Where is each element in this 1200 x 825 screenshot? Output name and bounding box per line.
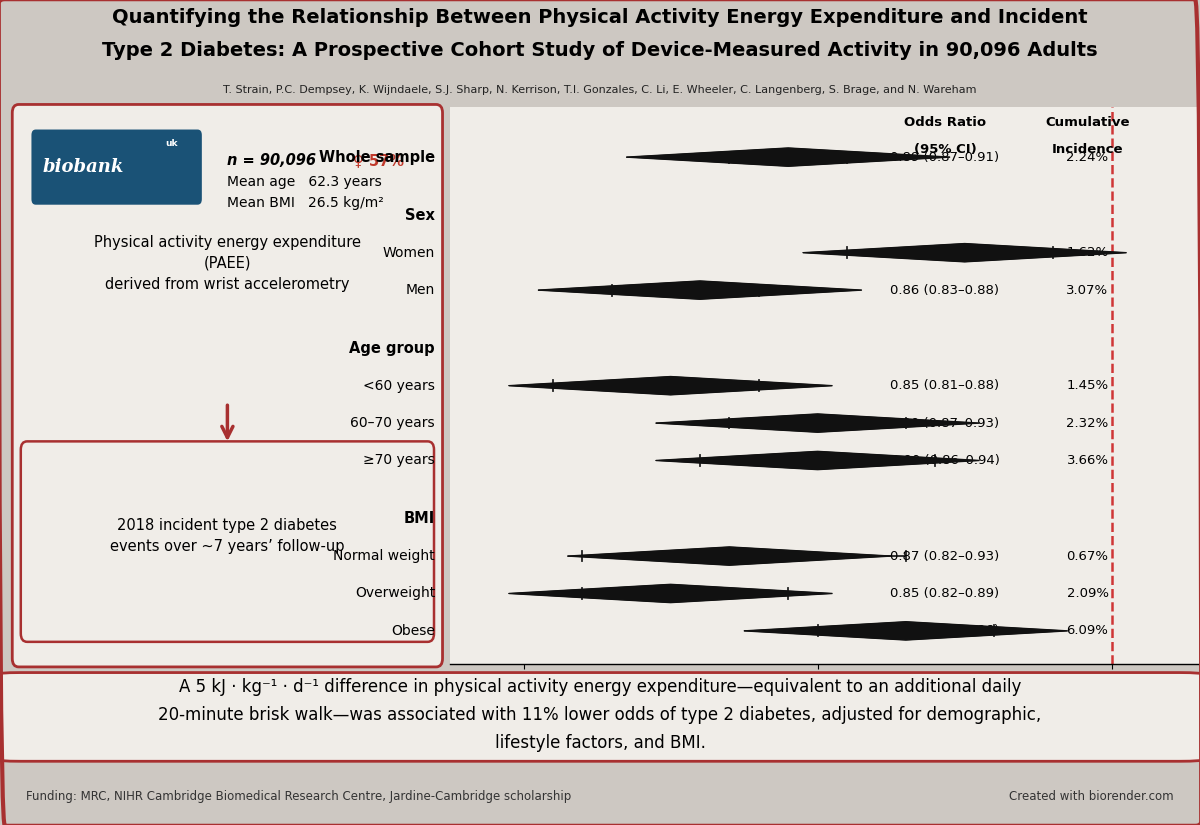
Polygon shape bbox=[803, 243, 1127, 262]
Text: 1.62%: 1.62% bbox=[1067, 246, 1109, 259]
Polygon shape bbox=[539, 281, 862, 299]
Text: 1.45%: 1.45% bbox=[1067, 380, 1109, 392]
Text: 3.66%: 3.66% bbox=[1067, 454, 1109, 467]
Text: 60–70 years: 60–70 years bbox=[350, 416, 436, 430]
Text: Whole sample: Whole sample bbox=[319, 149, 436, 165]
Text: Funding: MRC, NIHR Cambridge Biomedical Research Centre, Jardine-Cambridge schol: Funding: MRC, NIHR Cambridge Biomedical … bbox=[26, 790, 571, 803]
Text: 0.85 (0.82–0.89): 0.85 (0.82–0.89) bbox=[890, 587, 1000, 600]
Text: 2.32%: 2.32% bbox=[1067, 417, 1109, 430]
Text: <60 years: <60 years bbox=[364, 379, 436, 393]
Text: BMI: BMI bbox=[403, 512, 436, 526]
Text: 6.09%: 6.09% bbox=[1067, 625, 1109, 638]
Text: 3.07%: 3.07% bbox=[1067, 284, 1109, 297]
FancyBboxPatch shape bbox=[12, 105, 443, 667]
Text: Odds Ratio: Odds Ratio bbox=[904, 116, 986, 129]
Text: Physical activity energy expenditure
(PAEE)
derived from wrist accelerometry: Physical activity energy expenditure (PA… bbox=[94, 234, 361, 292]
Text: Age group: Age group bbox=[349, 341, 436, 356]
Text: A 5 kJ · kg⁻¹ · d⁻¹ difference in physical activity energy expenditure—equivalen: A 5 kJ · kg⁻¹ · d⁻¹ difference in physic… bbox=[158, 678, 1042, 752]
Text: (95% CI): (95% CI) bbox=[913, 143, 977, 156]
Text: 0.90 (0.86–0.94): 0.90 (0.86–0.94) bbox=[890, 454, 1000, 467]
Text: Mean BMI   26.5 kg/m²: Mean BMI 26.5 kg/m² bbox=[228, 196, 384, 210]
Text: Normal weight: Normal weight bbox=[334, 549, 436, 563]
Text: 0.89 (0.87–0.91): 0.89 (0.87–0.91) bbox=[890, 151, 1000, 163]
Text: ≥70 years: ≥70 years bbox=[364, 454, 436, 468]
Text: Mean age   62.3 years: Mean age 62.3 years bbox=[228, 176, 382, 190]
Text: 2.24%: 2.24% bbox=[1067, 151, 1109, 163]
Text: Cumulative: Cumulative bbox=[1045, 116, 1129, 129]
Text: uk: uk bbox=[166, 139, 178, 148]
Polygon shape bbox=[744, 622, 1068, 640]
FancyBboxPatch shape bbox=[0, 672, 1200, 761]
Polygon shape bbox=[568, 547, 892, 565]
Text: 0.86 (0.83–0.88): 0.86 (0.83–0.88) bbox=[890, 284, 1000, 297]
Text: 2.09%: 2.09% bbox=[1067, 587, 1109, 600]
Text: Sex: Sex bbox=[406, 208, 436, 223]
FancyBboxPatch shape bbox=[20, 441, 434, 642]
Text: 0.85 (0.81–0.88): 0.85 (0.81–0.88) bbox=[890, 380, 1000, 392]
Text: Incidence: Incidence bbox=[1051, 143, 1123, 156]
Text: Obese: Obese bbox=[391, 624, 436, 638]
Polygon shape bbox=[509, 584, 833, 602]
X-axis label: Odds Ratio (95% CI): Odds Ratio (95% CI) bbox=[758, 693, 892, 706]
Text: ♀ 57%: ♀ 57% bbox=[353, 153, 404, 167]
Polygon shape bbox=[656, 451, 979, 469]
Text: 2018 incident type 2 diabetes
events over ∼7 years’ follow-up: 2018 incident type 2 diabetes events ove… bbox=[110, 518, 344, 554]
Polygon shape bbox=[656, 414, 979, 432]
Text: n = 90,096: n = 90,096 bbox=[228, 153, 317, 167]
Text: biobank: biobank bbox=[42, 158, 124, 177]
Text: Men: Men bbox=[406, 283, 436, 297]
FancyBboxPatch shape bbox=[31, 130, 202, 205]
Text: Overweight: Overweight bbox=[355, 587, 436, 601]
Text: Type 2 Diabetes: A Prospective Cohort Study of Device-Measured Activity in 90,09: Type 2 Diabetes: A Prospective Cohort St… bbox=[102, 41, 1098, 60]
Text: 0.87 (0.82–0.93): 0.87 (0.82–0.93) bbox=[890, 549, 1000, 563]
Polygon shape bbox=[626, 148, 950, 167]
Text: 0.67%: 0.67% bbox=[1067, 549, 1109, 563]
Text: 0.93 (0.90–0.96): 0.93 (0.90–0.96) bbox=[890, 625, 1000, 638]
Text: T. Strain, P.C. Dempsey, K. Wijndaele, S.J. Sharp, N. Kerrison, T.I. Gonzales, C: T. Strain, P.C. Dempsey, K. Wijndaele, S… bbox=[223, 85, 977, 95]
Text: 0.90 (0.87–0.93): 0.90 (0.87–0.93) bbox=[890, 417, 1000, 430]
Text: 0.95 (0.91–0.98): 0.95 (0.91–0.98) bbox=[890, 246, 1000, 259]
Text: Women: Women bbox=[383, 246, 436, 260]
Text: Created with biorender.com: Created with biorender.com bbox=[1009, 790, 1174, 803]
Text: Quantifying the Relationship Between Physical Activity Energy Expenditure and In: Quantifying the Relationship Between Phy… bbox=[112, 8, 1088, 27]
Polygon shape bbox=[509, 376, 833, 395]
